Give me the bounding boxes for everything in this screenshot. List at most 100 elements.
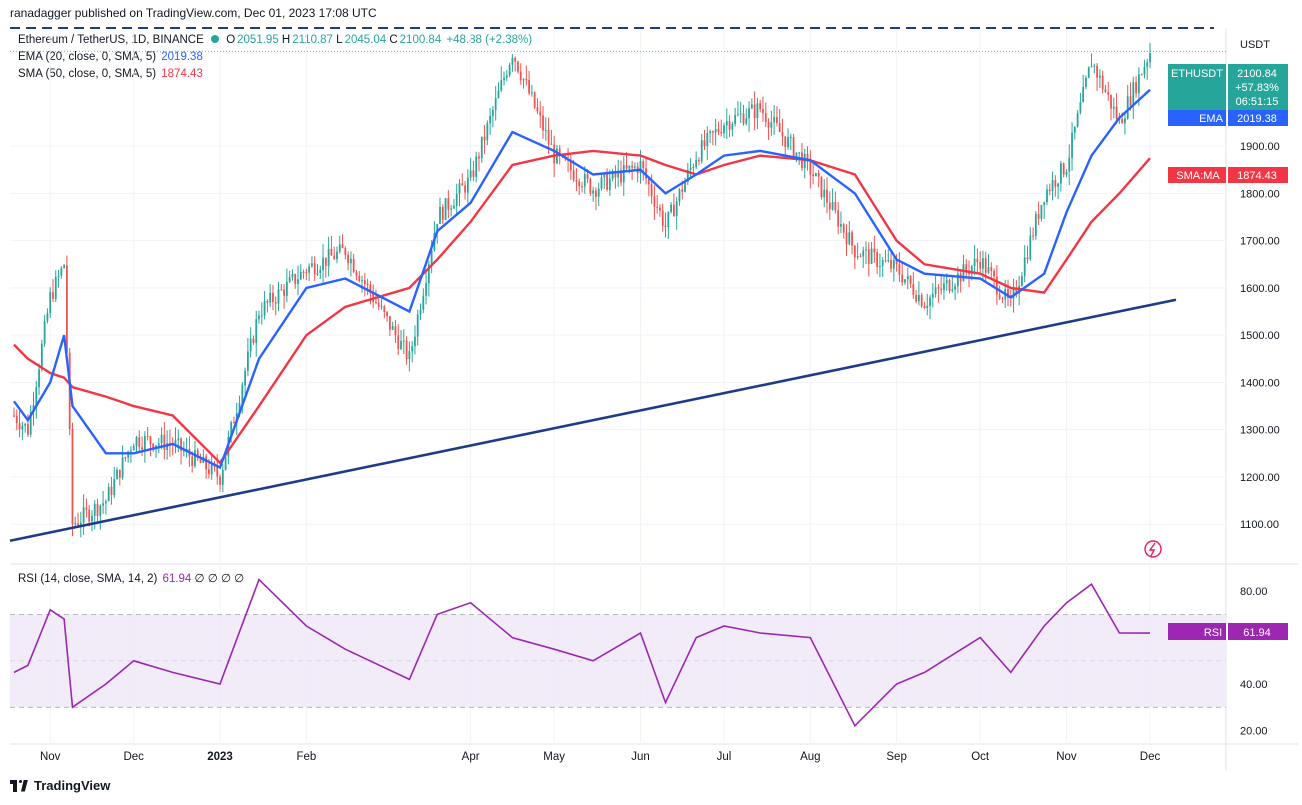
- candle-body: [88, 509, 91, 522]
- candle-body: [962, 264, 965, 282]
- candle-body: [525, 79, 528, 81]
- candle-body: [386, 311, 388, 317]
- candle-body: [427, 264, 430, 284]
- candle-body: [294, 274, 297, 284]
- candle-body: [606, 174, 608, 190]
- candle-body: [995, 276, 998, 295]
- candle-body: [35, 387, 38, 406]
- candle-body: [656, 206, 659, 208]
- candle-body: [642, 161, 645, 169]
- candle-body: [572, 170, 575, 180]
- rsi-tick-label: 20.00: [1240, 725, 1268, 737]
- candle-body: [611, 170, 614, 179]
- candle-body: [350, 258, 352, 264]
- price-tag-value-box: [1228, 64, 1288, 110]
- candle-body: [511, 57, 514, 66]
- candle-body: [764, 113, 767, 122]
- candle-body: [976, 258, 979, 263]
- tradingview-footer[interactable]: TradingView: [10, 778, 110, 793]
- ema-legend[interactable]: EMA (20, close, 0, SMA, 5) 2019.38: [18, 51, 203, 63]
- candle-body: [876, 252, 879, 267]
- candle-body: [756, 103, 759, 119]
- candle-body: [881, 260, 884, 266]
- sma-legend[interactable]: SMA (50, close, 0, SMA, 5) 1874.43: [18, 68, 203, 80]
- candle-body: [461, 183, 464, 186]
- price-tick-label: 1100.00: [1240, 519, 1279, 531]
- candle-body: [514, 57, 517, 62]
- candle-body: [255, 319, 258, 343]
- candle-body: [951, 289, 954, 291]
- price-tick-label: 1800.00: [1240, 188, 1280, 200]
- rsi-tick-label: 40.00: [1240, 679, 1268, 691]
- candle-body: [1073, 126, 1076, 133]
- candle-body: [358, 275, 361, 282]
- candle-body: [141, 447, 143, 450]
- candle-body: [1071, 132, 1073, 158]
- candle-body: [405, 340, 408, 360]
- candle-body: [244, 370, 246, 386]
- candle-body: [828, 202, 831, 210]
- candle-body: [1034, 213, 1037, 236]
- rsi-legend[interactable]: RSI (14, close, SMA, 14, 2) 61.94 ∅ ∅ ∅ …: [18, 573, 245, 585]
- candle-body: [1137, 74, 1140, 94]
- candle-body: [661, 210, 664, 226]
- time-tick-label: Nov: [40, 751, 61, 763]
- candle-body: [820, 176, 823, 198]
- candle-body: [1023, 257, 1026, 277]
- candle-body: [1040, 204, 1043, 219]
- market-status-dot: [210, 35, 219, 43]
- candle-body: [219, 476, 221, 485]
- axes: USDT 1900.00 1800.00 1700.00 1600.00 1500.00 1…: [40, 39, 1280, 763]
- time-tick-label: Sep: [886, 751, 906, 763]
- price-tick-label: 1700.00: [1240, 236, 1280, 248]
- candle-body: [517, 61, 519, 72]
- candle-body: [739, 113, 742, 115]
- candle-body: [302, 271, 305, 273]
- candle-body: [1060, 163, 1062, 184]
- candle-body: [269, 292, 272, 303]
- candle-body: [595, 190, 597, 197]
- candle-body: [280, 289, 283, 291]
- candle-body: [617, 171, 620, 178]
- candle-body: [809, 158, 812, 175]
- candle-body: [221, 469, 224, 485]
- candle-body: [840, 224, 842, 227]
- candle-body: [681, 189, 684, 192]
- candle-body: [943, 283, 945, 290]
- candle-body: [40, 343, 43, 370]
- candle-body: [1126, 96, 1129, 119]
- candle-body: [1079, 102, 1082, 113]
- candle-body: [993, 271, 995, 277]
- candle-body: [469, 170, 472, 178]
- candle-body: [1129, 96, 1132, 106]
- candle-body: [397, 335, 400, 350]
- candle-body: [402, 340, 405, 342]
- candle-body: [380, 306, 383, 308]
- candle-body: [553, 144, 556, 164]
- candle-body: [1140, 74, 1143, 76]
- candle-body: [884, 260, 887, 262]
- candle-body: [107, 486, 110, 502]
- tradingview-brand: TradingView: [34, 778, 111, 793]
- rsi-band: [10, 614, 1226, 708]
- candle-body: [887, 260, 890, 262]
- candle-body: [1096, 65, 1098, 78]
- candle-body: [597, 188, 600, 197]
- candle-body: [341, 244, 344, 249]
- candle-body: [634, 166, 636, 168]
- candle-body: [784, 136, 787, 148]
- candle-body: [500, 80, 503, 91]
- candle-body: [291, 274, 294, 278]
- candle-body: [879, 265, 881, 267]
- candle-body: [1015, 289, 1018, 294]
- candle-body: [984, 258, 987, 273]
- candle-body: [77, 523, 79, 526]
- rsi-tag-value: 61.94: [1243, 627, 1271, 639]
- candle-body: [973, 258, 976, 267]
- candle-body: [196, 450, 199, 459]
- candle-body: [422, 295, 425, 310]
- candle-body: [714, 129, 717, 133]
- candle-body: [831, 202, 834, 210]
- price-tick-label: 1500.00: [1240, 330, 1280, 342]
